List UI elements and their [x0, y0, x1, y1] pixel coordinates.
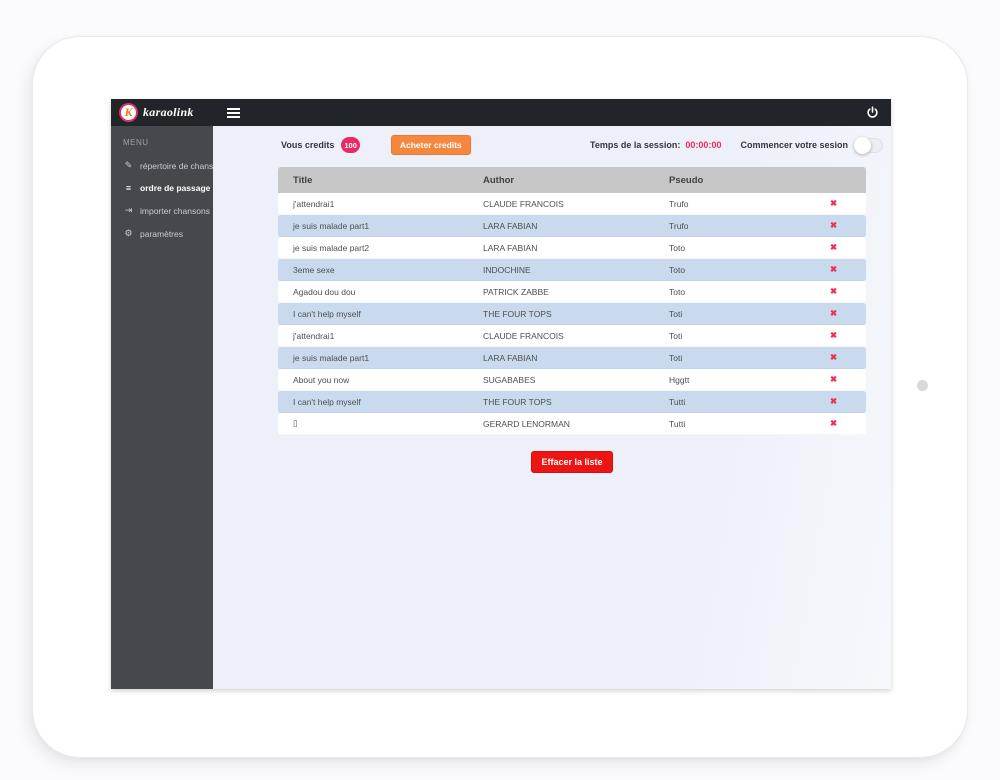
credits-label: Vous credits — [281, 140, 335, 150]
table-header-row: Title Author Pseudo — [278, 167, 866, 193]
cell-pseudo: Toto — [669, 242, 686, 253]
table-row: je suis malade part1 LARA FABIAN Toti ✖ — [278, 347, 866, 369]
table-row: ▯ GERARD LENORMAN Tutti ✖ — [278, 413, 866, 435]
cell-author: LARA FABIAN — [483, 352, 538, 363]
sidebar-item-label: ordre de passage — [140, 183, 211, 193]
app-screen: K karaolink MENU ✎ répertoire de chanson… — [111, 99, 891, 689]
cell-title: I can't help myself — [293, 308, 361, 319]
main-content: Vous credits 100 Acheter credits Temps d… — [213, 126, 891, 689]
start-session-label: Commencer votre sesion — [740, 140, 848, 150]
cell-author: PATRICK ZABBE — [483, 286, 549, 297]
sidebar-menu-label: MENU — [123, 138, 149, 147]
cell-title: 3eme sexe — [293, 264, 335, 275]
cell-author: THE FOUR TOPS — [483, 396, 552, 407]
cell-title: je suis malade part1 — [293, 352, 370, 363]
start-session-toggle[interactable] — [854, 136, 883, 154]
table-row: j'attendrai1 CLAUDE FRANCOIS Trufo ✖ — [278, 193, 866, 215]
cell-title: I can't help myself — [293, 396, 361, 407]
sidebar-item-repertoire[interactable]: ✎ répertoire de chansons — [111, 154, 227, 177]
sidebar-item-parametres[interactable]: ⚙ paramètres — [111, 222, 213, 245]
brand-name: karaolink — [143, 105, 194, 119]
buy-credits-button[interactable]: Acheter credits — [390, 135, 471, 155]
brand-logo: K karaolink — [111, 103, 213, 122]
delete-icon[interactable]: ✖ — [829, 418, 838, 428]
column-header-pseudo: Pseudo — [669, 174, 704, 186]
column-header-title: Title — [293, 174, 313, 186]
credits-badge: 100 — [341, 137, 360, 153]
cell-title: j'attendrai1 — [293, 198, 335, 209]
delete-icon[interactable]: ✖ — [829, 330, 838, 340]
table-row: je suis malade part2 LARA FABIAN Toto ✖ — [278, 237, 866, 259]
cell-pseudo: Trufo — [669, 220, 689, 231]
cell-title: ▯ — [293, 418, 298, 428]
delete-icon[interactable]: ✖ — [829, 264, 838, 274]
table-row: Agadou dou dou PATRICK ZABBE Toto ✖ — [278, 281, 866, 303]
import-icon: ⇥ — [124, 205, 133, 215]
cell-title: je suis malade part1 — [293, 220, 370, 231]
song-table: Title Author Pseudo j'attendrai1 CLAUDE … — [278, 167, 866, 435]
list-icon: ≡ — [125, 183, 132, 193]
cell-author: SUGABABES — [483, 374, 536, 385]
delete-icon[interactable]: ✖ — [829, 242, 838, 252]
toggle-knob — [854, 136, 871, 154]
cell-pseudo: Toto — [669, 286, 686, 297]
cell-pseudo: Tutti — [669, 418, 686, 429]
cell-pseudo: Toti — [669, 308, 683, 319]
cell-pseudo: Toto — [669, 264, 686, 275]
session-group: Temps de la session: 00:00:00 Commencer … — [590, 136, 887, 154]
session-time-value: 00:00:00 — [685, 140, 722, 150]
cell-pseudo: Toti — [669, 352, 683, 363]
table-row: About you now SUGABABES Hggtt ✖ — [278, 369, 866, 391]
cell-title: j'attendrai1 — [293, 330, 335, 341]
cell-author: INDOCHINE — [483, 264, 531, 275]
sidebar: MENU ✎ répertoire de chansons ≡ ordre de… — [111, 126, 227, 689]
cell-pseudo: Toti — [669, 330, 683, 341]
delete-icon[interactable]: ✖ — [829, 396, 838, 406]
table-footer: Effacer la liste — [278, 451, 866, 473]
karaolink-logo-icon: K — [119, 103, 138, 122]
power-icon[interactable] — [866, 106, 879, 119]
delete-icon[interactable]: ✖ — [829, 308, 838, 318]
cell-title: Agadou dou dou — [293, 286, 356, 297]
column-header-author: Author — [483, 174, 515, 186]
cell-title: je suis malade part2 — [293, 242, 370, 253]
cell-pseudo: Hggtt — [669, 374, 690, 385]
tablet-frame: K karaolink MENU ✎ répertoire de chanson… — [32, 36, 968, 758]
cell-author: LARA FABIAN — [483, 242, 538, 253]
cell-author: LARA FABIAN — [483, 220, 538, 231]
sidebar-item-ordre[interactable]: ≡ ordre de passage — [111, 177, 213, 199]
table-row: je suis malade part1 LARA FABIAN Trufo ✖ — [278, 215, 866, 237]
delete-icon[interactable]: ✖ — [829, 286, 838, 296]
cell-pseudo: Tutti — [669, 396, 686, 407]
top-bar: K karaolink — [111, 99, 891, 126]
delete-icon[interactable]: ✖ — [829, 198, 838, 208]
delete-icon[interactable]: ✖ — [829, 220, 838, 230]
clear-list-button[interactable]: Effacer la liste — [531, 451, 613, 473]
table-row: I can't help myself THE FOUR TOPS Toti ✖ — [278, 303, 866, 325]
cell-author: CLAUDE FRANCOIS — [483, 198, 564, 209]
cell-author: CLAUDE FRANCOIS — [483, 330, 564, 341]
cell-author: THE FOUR TOPS — [483, 308, 552, 319]
cell-author: GERARD LENORMAN — [483, 418, 570, 429]
tablet-camera-dot — [917, 380, 928, 391]
session-time-label: Temps de la session: — [590, 140, 681, 150]
song-table-body: j'attendrai1 CLAUDE FRANCOIS Trufo ✖ je … — [278, 193, 866, 435]
delete-icon[interactable]: ✖ — [829, 374, 838, 384]
cell-pseudo: Trufo — [669, 198, 689, 209]
table-row: 3eme sexe INDOCHINE Toto ✖ — [278, 259, 866, 281]
hamburger-menu-icon[interactable] — [223, 102, 244, 124]
logo-letter: K — [124, 104, 133, 119]
sidebar-item-label: importer chansons — [140, 205, 210, 216]
gear-icon: ⚙ — [124, 228, 133, 238]
delete-icon[interactable]: ✖ — [829, 352, 838, 362]
sidebar-item-importer[interactable]: ⇥ importer chansons — [111, 199, 213, 222]
sidebar-item-label: répertoire de chansons — [140, 160, 227, 171]
toolbar: Vous credits 100 Acheter credits Temps d… — [213, 126, 891, 162]
compose-icon: ✎ — [124, 160, 133, 170]
sidebar-menu: ✎ répertoire de chansons ≡ ordre de pass… — [111, 154, 227, 245]
cell-title: About you now — [293, 374, 350, 385]
table-row: I can't help myself THE FOUR TOPS Tutti … — [278, 391, 866, 413]
sidebar-item-label: paramètres — [140, 228, 183, 239]
table-row: j'attendrai1 CLAUDE FRANCOIS Toti ✖ — [278, 325, 866, 347]
